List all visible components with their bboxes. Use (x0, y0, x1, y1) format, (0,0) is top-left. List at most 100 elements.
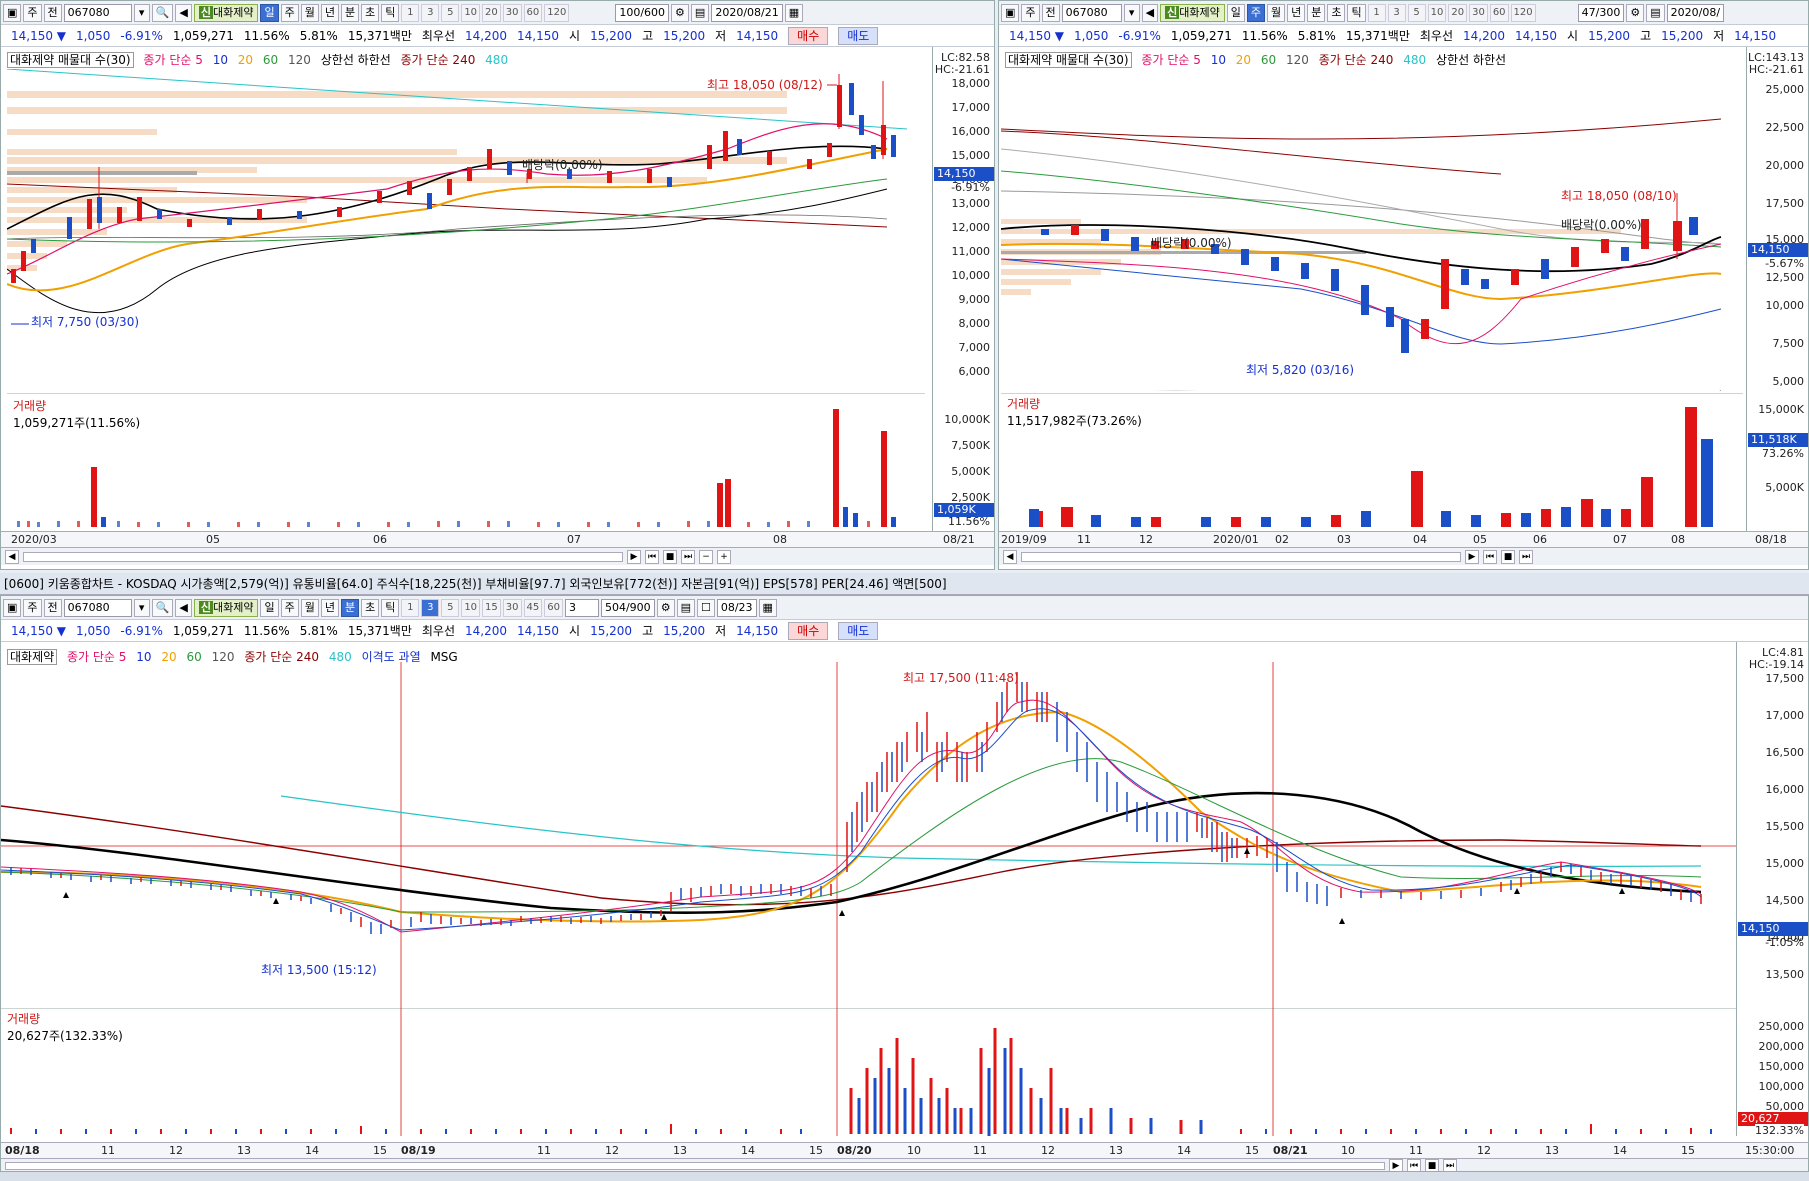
stock-name-tag[interactable]: 신 대화제약 (193, 3, 259, 22)
period-day[interactable]: 일 (1226, 3, 1245, 22)
tools-icon[interactable]: ⚙ (656, 598, 675, 617)
zoom-out-icon[interactable]: − (699, 549, 713, 564)
sound-icon[interactable]: ◀ (1141, 3, 1159, 22)
search-icon[interactable]: 🔍 (151, 598, 174, 617)
period-year[interactable]: 년 (320, 598, 339, 617)
tools-icon[interactable]: ⚙ (1626, 3, 1645, 22)
daily-scrollbar[interactable]: ◀ ▶ ⏮ ■ ⏭ − + (1, 547, 994, 565)
sound-icon[interactable]: ◀ (175, 3, 192, 22)
count-input[interactable]: 504/900 (600, 598, 655, 617)
date-input[interactable]: 2020/08/ (1666, 3, 1725, 22)
first-icon[interactable]: ⏮ (645, 549, 659, 564)
scroll-track[interactable] (23, 551, 623, 562)
stop-icon[interactable]: ■ (1425, 1158, 1439, 1171)
num-1[interactable]: 1 (1367, 3, 1386, 22)
num-3[interactable]: 3 (1387, 3, 1406, 22)
first-icon[interactable]: ⏮ (1407, 1158, 1421, 1171)
period-second[interactable]: 초 (361, 3, 380, 22)
num-3[interactable]: 3 (421, 3, 440, 22)
zoom-in-icon[interactable]: + (717, 549, 731, 564)
period-select[interactable]: 주 (1021, 3, 1040, 22)
tools-icon[interactable]: ⚙ (671, 3, 689, 22)
num-10[interactable]: 10 (1427, 3, 1447, 22)
minute-price-chart[interactable]: 최고 17,500 (11:48) 최저 13,500 (15:12) (1, 662, 1737, 1008)
scroll-right-icon[interactable]: ▶ (1465, 549, 1479, 564)
scroll-right-icon[interactable]: ▶ (1389, 1158, 1403, 1171)
scroll-track[interactable] (1021, 551, 1461, 562)
num-120[interactable]: 120 (1510, 3, 1536, 22)
stop-icon[interactable]: ■ (663, 549, 677, 564)
daily-price-chart[interactable]: 최고 18,050 (08/12) 배당락(0.00%) 최저 7,750 (0… (7, 69, 925, 391)
save-icon[interactable]: ▤ (1646, 3, 1665, 22)
period-month[interactable]: 월 (300, 598, 319, 617)
num-1[interactable]: 1 (401, 3, 420, 22)
last-icon[interactable]: ⏭ (1519, 549, 1533, 564)
first-icon[interactable]: ⏮ (1483, 549, 1497, 564)
num-30[interactable]: 30 (502, 3, 522, 22)
period-month[interactable]: 월 (300, 3, 319, 22)
prev-button[interactable]: 전 (43, 598, 62, 617)
num-15[interactable]: 15 (482, 598, 501, 617)
period-tick[interactable]: 틱 (381, 3, 400, 22)
window-icon[interactable]: ▣ (1001, 3, 1020, 22)
num-60[interactable]: 60 (544, 598, 563, 617)
calendar-icon[interactable]: ▦ (784, 3, 804, 22)
check-icon[interactable]: ☐ (696, 598, 715, 617)
sound-icon[interactable]: ◀ (175, 598, 192, 617)
code-dropdown-icon[interactable]: ▾ (133, 598, 150, 617)
period-year[interactable]: 년 (320, 3, 339, 22)
code-dropdown-icon[interactable]: ▾ (1123, 3, 1140, 22)
period-minute[interactable]: 분 (340, 3, 360, 22)
scroll-left-icon[interactable]: ◀ (5, 549, 19, 564)
num-30[interactable]: 30 (1469, 3, 1488, 22)
minute-scrollbar[interactable]: ▶ ⏮ ■ ⏭ (1, 1158, 1808, 1171)
scroll-left-icon[interactable]: ◀ (1003, 549, 1017, 564)
num-1[interactable]: 1 (401, 598, 420, 617)
code-input[interactable]: 067080 (63, 3, 132, 22)
period-select[interactable]: 주 (23, 598, 42, 617)
period-select[interactable]: 주 (23, 3, 42, 22)
num-60[interactable]: 60 (523, 3, 543, 22)
period-week[interactable]: 주 (280, 598, 299, 617)
count-input[interactable]: 47/300 (1577, 3, 1625, 22)
period-month[interactable]: 월 (1266, 3, 1286, 22)
date-input[interactable]: 08/23 (716, 598, 757, 617)
date-input[interactable]: 2020/08/21 (711, 3, 783, 22)
code-input[interactable]: 067080 (63, 598, 132, 617)
num-20[interactable]: 20 (482, 3, 501, 22)
sell-button[interactable]: 매도 (838, 621, 879, 640)
num-5[interactable]: 5 (441, 3, 460, 22)
period-week[interactable]: 주 (280, 3, 299, 22)
save-icon[interactable]: ▤ (690, 3, 710, 22)
window-icon[interactable]: ▣ (3, 598, 22, 617)
sell-button[interactable]: 매도 (838, 26, 879, 45)
period-minute[interactable]: 분 (1307, 3, 1326, 22)
window-icon[interactable]: ▣ (3, 3, 22, 22)
code-input[interactable]: 067080 (1061, 3, 1122, 22)
num-20[interactable]: 20 (1448, 3, 1468, 22)
interval-input[interactable]: 3 (564, 598, 599, 617)
buy-button[interactable]: 매수 (788, 26, 829, 45)
last-icon[interactable]: ⏭ (681, 549, 695, 564)
num-45[interactable]: 45 (523, 598, 543, 617)
period-minute[interactable]: 분 (340, 598, 360, 617)
num-60[interactable]: 60 (1489, 3, 1509, 22)
period-week[interactable]: 주 (1246, 3, 1265, 22)
period-second[interactable]: 초 (1327, 3, 1346, 22)
num-3[interactable]: 3 (421, 598, 440, 617)
prev-button[interactable]: 전 (1041, 3, 1060, 22)
stock-name-tag[interactable]: 신 대화제약 (1160, 3, 1225, 22)
num-30[interactable]: 30 (502, 598, 522, 617)
save-icon[interactable]: ▤ (676, 598, 695, 617)
period-second[interactable]: 초 (361, 598, 380, 617)
period-day[interactable]: 일 (260, 3, 279, 22)
code-dropdown-icon[interactable]: ▾ (133, 3, 150, 22)
scroll-right-icon[interactable]: ▶ (627, 549, 641, 564)
num-10[interactable]: 10 (461, 3, 481, 22)
period-tick[interactable]: 틱 (1347, 3, 1366, 22)
search-icon[interactable]: 🔍 (151, 3, 174, 22)
prev-button[interactable]: 전 (43, 3, 62, 22)
num-5[interactable]: 5 (1407, 3, 1426, 22)
weekly-scrollbar[interactable]: ◀ ▶ ⏮ ■ ⏭ (999, 547, 1808, 565)
calendar-icon[interactable]: ▦ (758, 598, 777, 617)
